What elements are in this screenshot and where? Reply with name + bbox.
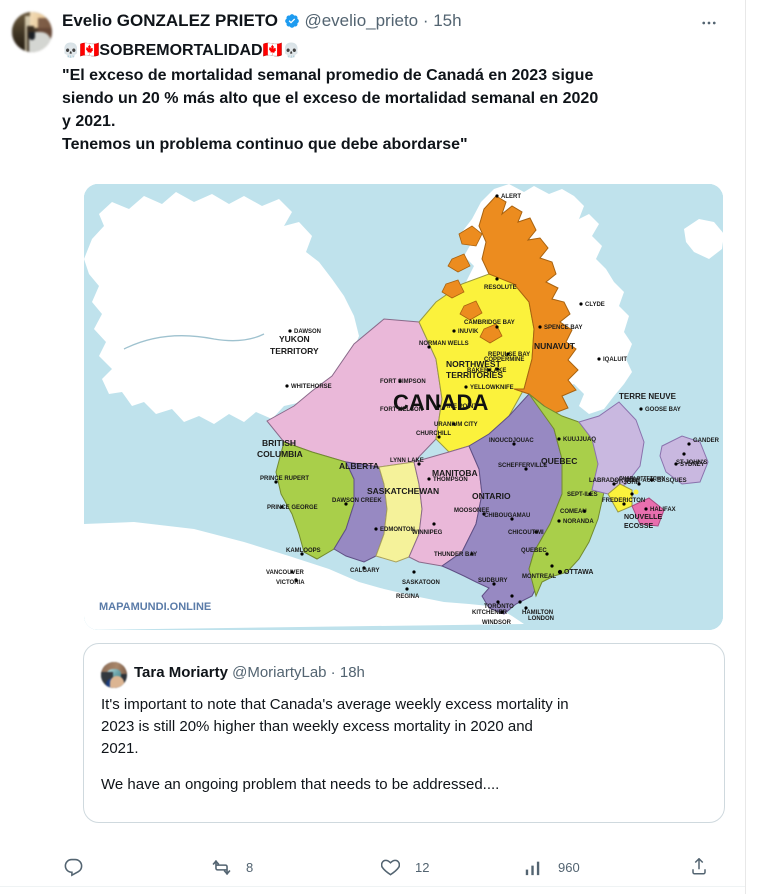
svg-text:MAPAMUNDI.ONLINE: MAPAMUNDI.ONLINE [99, 601, 211, 613]
svg-text:SASKATOON: SASKATOON [402, 580, 440, 586]
svg-text:CHURCHILL: CHURCHILL [416, 431, 451, 437]
svg-text:PRINCE GEORGE: PRINCE GEORGE [267, 505, 318, 511]
svg-text:THUNDER BAY: THUNDER BAY [434, 552, 477, 558]
svg-text:FREDERICTON: FREDERICTON [602, 498, 645, 504]
svg-text:NOUVELLE: NOUVELLE [624, 514, 662, 521]
svg-text:DAWSON: DAWSON [294, 329, 321, 335]
svg-text:BRITISH: BRITISH [262, 438, 296, 448]
svg-text:CHIBOUGAMAU: CHIBOUGAMAU [484, 513, 530, 519]
svg-text:ONTARIO: ONTARIO [472, 491, 511, 501]
svg-text:PINE POINT: PINE POINT [443, 404, 477, 410]
svg-text:KAMLOOPS: KAMLOOPS [286, 548, 321, 554]
svg-text:SPENCE BAY: SPENCE BAY [544, 325, 582, 331]
svg-text:GOOSE BAY: GOOSE BAY [645, 407, 681, 413]
svg-text:NUNAVUT: NUNAVUT [534, 341, 576, 351]
svg-text:FORT SIMPSON: FORT SIMPSON [380, 379, 426, 385]
svg-text:URANIUM CITY: URANIUM CITY [434, 422, 478, 428]
svg-text:LYNN LAKE: LYNN LAKE [390, 458, 424, 464]
svg-text:SYDNEY: SYDNEY [680, 462, 705, 468]
svg-text:LONDON: LONDON [528, 616, 554, 622]
svg-text:COMEAU: COMEAU [560, 509, 587, 515]
svg-text:EDMONTON: EDMONTON [380, 527, 415, 533]
svg-text:NORANDA: NORANDA [563, 519, 594, 525]
svg-text:NORMAN WELLS: NORMAN WELLS [419, 341, 469, 347]
svg-text:RESOLUTE: RESOLUTE [484, 285, 517, 291]
svg-text:WINDSOR: WINDSOR [482, 620, 512, 626]
svg-text:INOUCDJOUAC: INOUCDJOUAC [489, 438, 534, 444]
svg-text:QUEBEC: QUEBEC [521, 548, 547, 554]
svg-text:GANDER: GANDER [693, 438, 720, 444]
svg-text:SEPT-ILES: SEPT-ILES [567, 492, 598, 498]
svg-text:WINNIPEG: WINNIPEG [412, 530, 443, 536]
svg-text:KUUJJUAQ: KUUJJUAQ [563, 437, 596, 443]
svg-text:SASKATCHEWAN: SASKATCHEWAN [367, 486, 439, 496]
svg-text:PRINCE RUPERT: PRINCE RUPERT [260, 476, 309, 482]
svg-text:IQALUIT: IQALUIT [603, 357, 627, 363]
svg-text:YELLOWKNIFE: YELLOWKNIFE [470, 385, 514, 391]
svg-text:REGINA: REGINA [396, 594, 420, 600]
svg-text:YUKON: YUKON [279, 334, 310, 344]
svg-text:CHICOUTIMI: CHICOUTIMI [508, 530, 544, 536]
svg-text:THOMPSON: THOMPSON [433, 477, 468, 483]
svg-text:VANCOUVER: VANCOUVER [266, 570, 305, 576]
svg-text:HALIFAX: HALIFAX [650, 507, 676, 513]
svg-text:OTTAWA: OTTAWA [564, 569, 593, 576]
svg-text:COLUMBIA: COLUMBIA [257, 449, 303, 459]
svg-text:CAMBRIDGE BAY: CAMBRIDGE BAY [464, 320, 515, 326]
svg-text:REPULSE BAY: REPULSE BAY [488, 352, 530, 358]
svg-text:ALBERTA: ALBERTA [339, 461, 379, 471]
svg-text:MONTREAL: MONTREAL [522, 574, 556, 580]
svg-text:TERRITORY: TERRITORY [270, 346, 319, 356]
svg-text:SCHEFFERVILLE: SCHEFFERVILLE [498, 463, 547, 469]
svg-text:SUDBURY: SUDBURY [478, 578, 507, 584]
svg-text:VICTORIA: VICTORIA [276, 580, 305, 586]
svg-text:CLYDE: CLYDE [585, 302, 605, 308]
svg-text:WHITEHORSE: WHITEHORSE [291, 384, 332, 390]
svg-text:ECOSSE: ECOSSE [624, 523, 654, 530]
svg-text:CHARLOTTETOWN: CHARLOTTETOWN [619, 476, 665, 482]
svg-text:ALERT: ALERT [501, 194, 521, 200]
svg-text:DAWSON CREEK: DAWSON CREEK [332, 498, 382, 504]
svg-text:BAKER LAKE: BAKER LAKE [467, 368, 506, 374]
svg-text:INUVIK: INUVIK [458, 329, 479, 335]
svg-text:CALGARY: CALGARY [350, 568, 379, 574]
svg-text:FORT NELSON: FORT NELSON [380, 407, 423, 413]
svg-text:TERRE NEUVE: TERRE NEUVE [619, 392, 677, 401]
